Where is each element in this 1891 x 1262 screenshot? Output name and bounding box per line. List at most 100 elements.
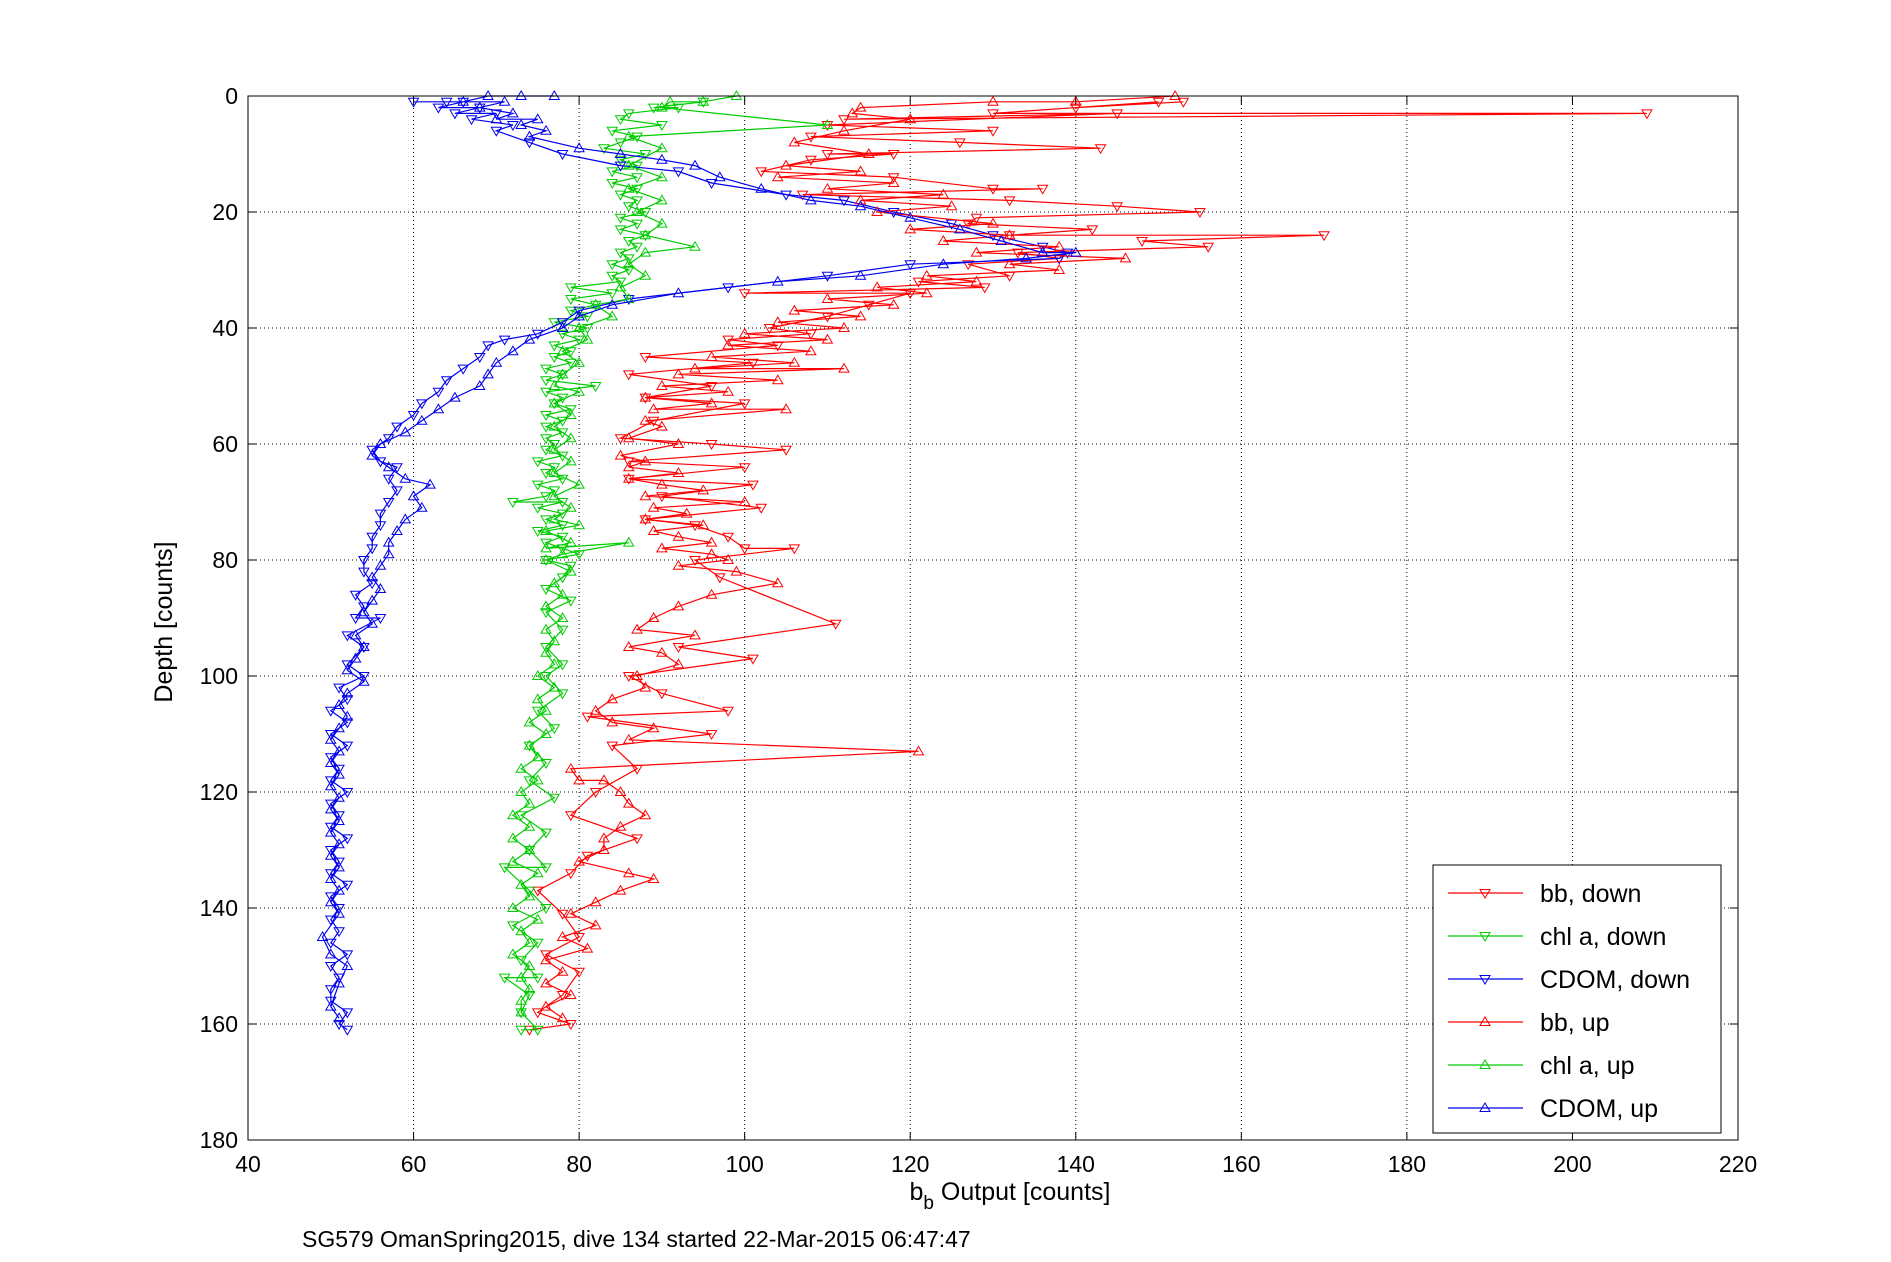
data-point	[656, 420, 668, 431]
x-axis: 40 60 80 100 120 140 160 180 200 220	[235, 96, 1757, 1177]
data-point	[564, 405, 577, 416]
data-point	[639, 414, 652, 425]
data-point	[507, 948, 519, 959]
data-point	[333, 927, 345, 938]
data-point	[556, 474, 569, 485]
data-point	[1069, 95, 1082, 106]
data-point	[540, 554, 552, 564]
data-point	[738, 327, 751, 338]
data-point	[531, 329, 544, 340]
data-point	[333, 907, 345, 918]
data-point	[631, 834, 643, 845]
data-point	[333, 811, 345, 822]
data-point	[672, 559, 685, 570]
data-point	[548, 397, 561, 408]
data-point	[987, 109, 999, 120]
data-point	[639, 353, 652, 363]
data-point	[515, 878, 528, 889]
data-point	[333, 1020, 345, 1030]
data-point	[631, 161, 643, 172]
data-point	[548, 341, 561, 352]
data-point	[548, 380, 561, 390]
data-point	[581, 712, 594, 723]
data-point	[639, 490, 652, 501]
data-point	[548, 490, 561, 501]
data-point	[482, 90, 494, 100]
data-point	[391, 422, 403, 433]
data-point	[987, 126, 999, 137]
data-point	[573, 306, 585, 317]
legend: bb, down chl a, down CDOM, down bb, up chl a…	[1432, 864, 1722, 1134]
data-point	[523, 936, 536, 947]
data-point	[771, 577, 784, 588]
data-point	[507, 921, 519, 932]
data-point	[531, 1025, 544, 1036]
data-point	[540, 728, 552, 738]
legend-item: bb, up	[1448, 1009, 1610, 1037]
data-point	[705, 179, 718, 189]
data-point	[614, 281, 627, 292]
data-point	[689, 362, 701, 373]
data-point	[531, 751, 544, 762]
data-point	[374, 614, 387, 624]
data-point	[556, 625, 569, 636]
data-point	[697, 519, 710, 530]
data-point	[382, 548, 395, 559]
data-point	[531, 457, 544, 468]
data-point	[556, 329, 569, 340]
data-point	[333, 977, 345, 988]
data-point	[1169, 90, 1181, 100]
data-point	[589, 382, 602, 392]
data-point	[771, 171, 784, 182]
data-point	[556, 370, 569, 381]
data-point	[821, 293, 834, 303]
data-point	[523, 716, 536, 727]
data-point	[598, 844, 610, 854]
data-point	[954, 223, 966, 234]
data-point	[904, 223, 917, 234]
data-point	[705, 730, 718, 740]
data-point	[564, 306, 577, 317]
data-point	[341, 695, 354, 706]
data-point	[689, 629, 701, 640]
data-point	[854, 269, 867, 280]
data-point	[614, 138, 627, 149]
data-point	[556, 498, 569, 508]
data-point	[556, 416, 569, 427]
data-point	[324, 915, 337, 926]
data-point	[647, 873, 660, 883]
data-point	[622, 130, 635, 141]
y-tick-label: 0	[225, 83, 238, 109]
data-point	[531, 973, 544, 984]
data-point	[548, 793, 561, 804]
y-tick-label: 180	[200, 1127, 238, 1153]
data-point	[333, 745, 345, 756]
data-point	[540, 643, 552, 653]
data-point	[1094, 144, 1107, 155]
data-point	[705, 397, 718, 408]
data-point	[473, 380, 486, 390]
data-point	[771, 316, 784, 327]
x-tick-label: 140	[1057, 1151, 1095, 1177]
data-point	[1202, 242, 1215, 253]
data-point	[1177, 97, 1190, 108]
data-point	[962, 260, 975, 271]
data-point	[490, 356, 503, 367]
data-point	[349, 590, 362, 601]
data-point	[738, 496, 751, 506]
data-point	[763, 324, 776, 334]
data-point	[722, 335, 734, 346]
data-point	[622, 159, 635, 170]
x-tick-label: 120	[891, 1151, 929, 1177]
data-point	[564, 432, 577, 443]
data-point	[424, 478, 436, 489]
data-point	[564, 409, 577, 419]
data-point	[531, 774, 544, 785]
data-point	[548, 467, 561, 477]
data-point	[382, 461, 395, 472]
legend-item: CDOM, up	[1448, 1095, 1658, 1123]
data-point	[341, 718, 354, 729]
data-point	[540, 704, 552, 715]
data-point	[399, 426, 412, 437]
